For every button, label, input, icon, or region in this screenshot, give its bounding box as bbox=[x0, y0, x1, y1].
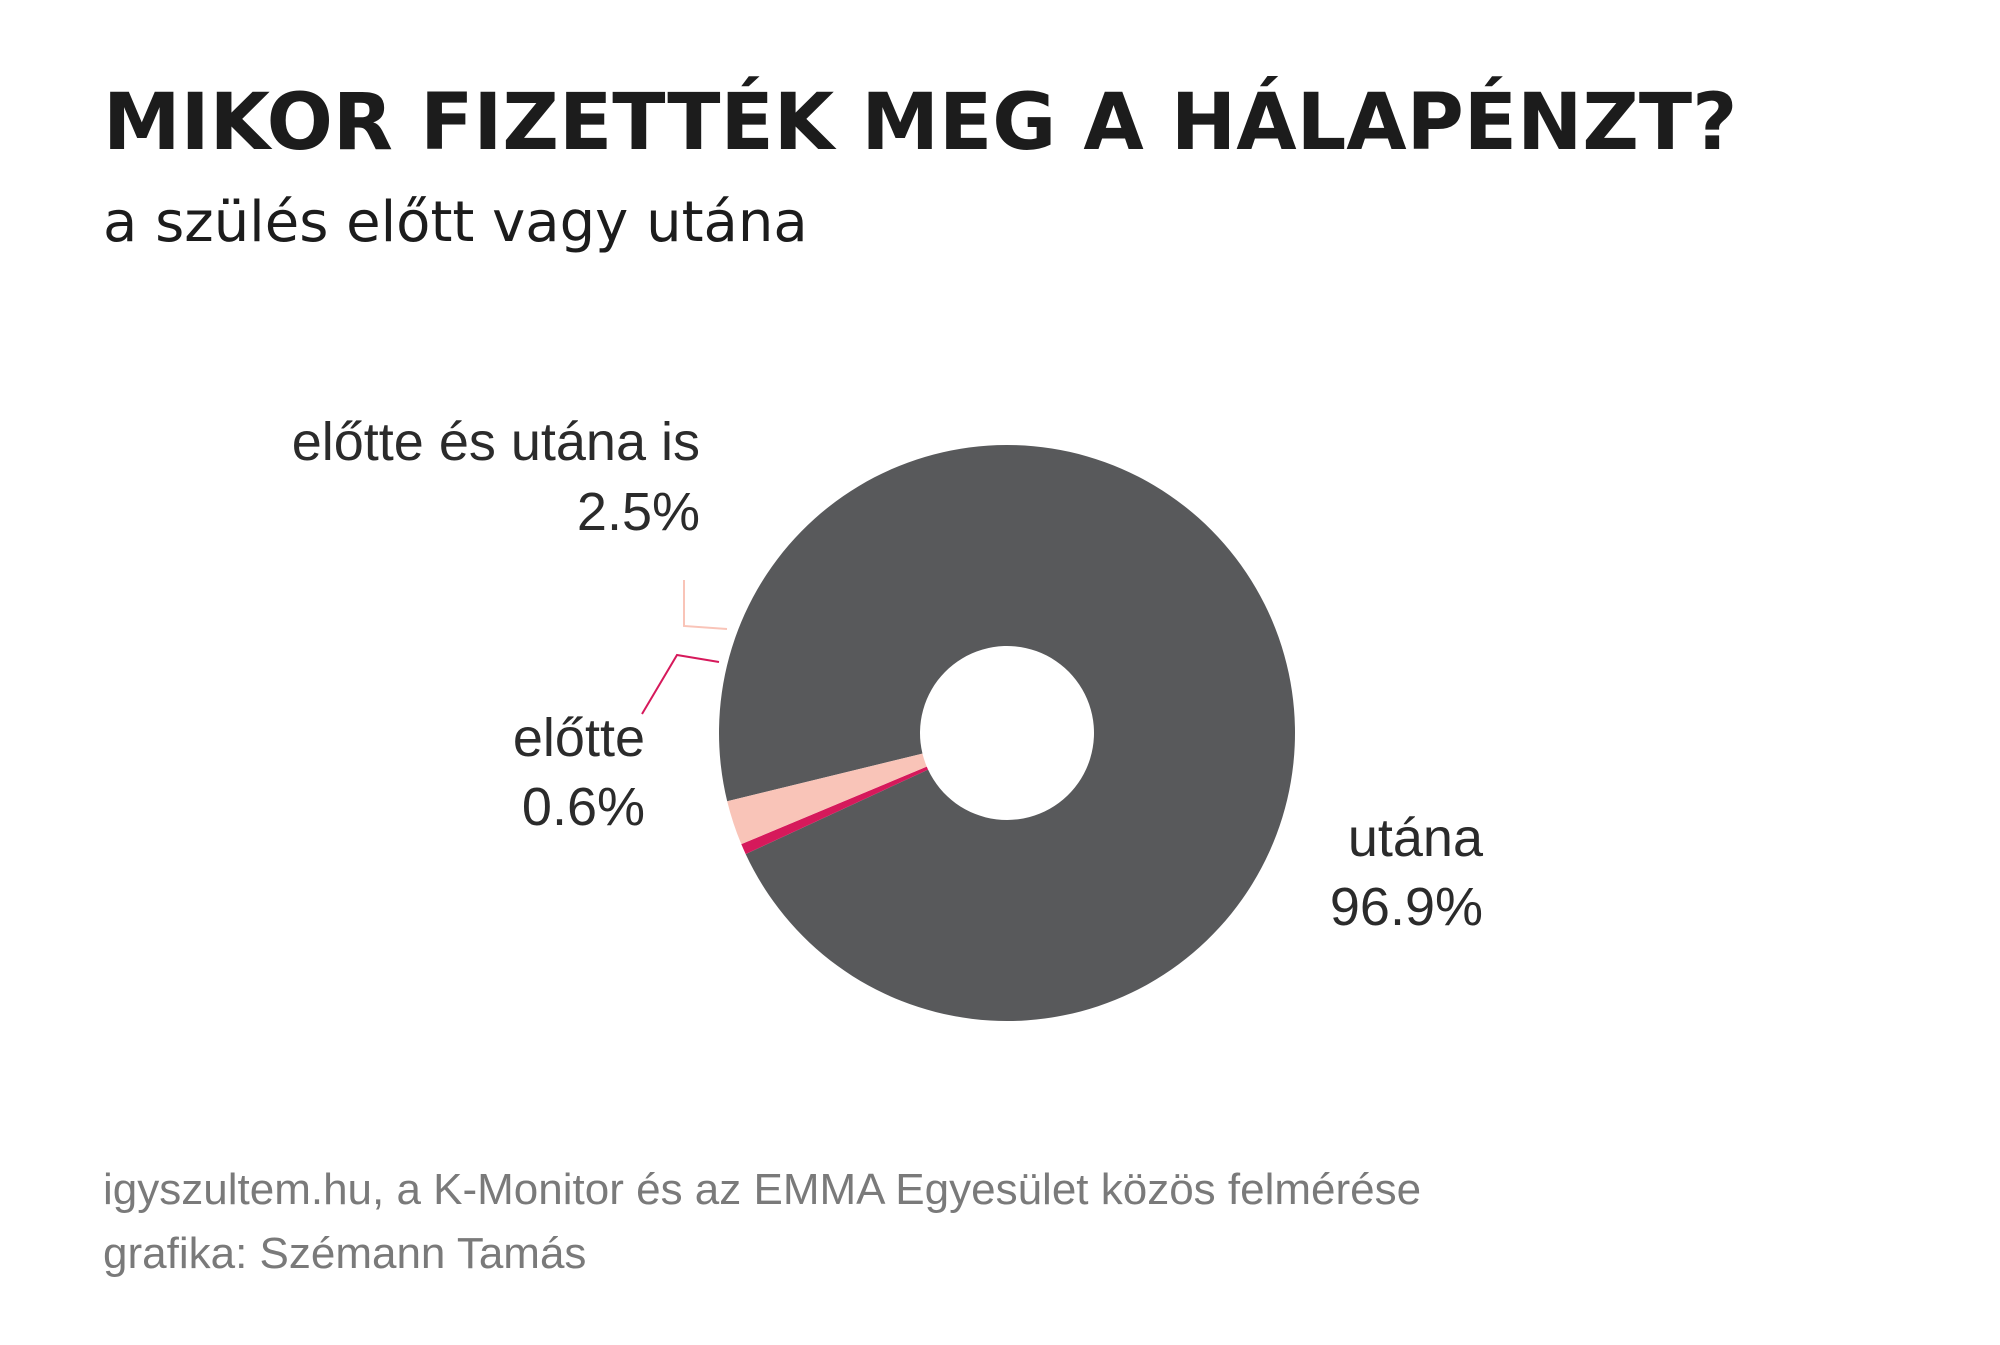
slice-labels: utána 96.9% előtte 0.6% előtte és utána is 2.… bbox=[292, 412, 1484, 937]
slice-label-name: előtte bbox=[513, 708, 645, 768]
chart-title: MIKOR FIZETTÉK MEG A HÁLAPÉNZT? bbox=[103, 78, 1738, 168]
source-note: igyszultem.hu, a K-Monitor és az EMMA Eg… bbox=[103, 1165, 1422, 1214]
leader-lines bbox=[641, 580, 728, 715]
donut-slices bbox=[719, 444, 1295, 1021]
slice-label-value: 96.9% bbox=[1330, 877, 1483, 937]
slice-label-name: előtte és utána is bbox=[292, 412, 700, 472]
slice-előtte bbox=[741, 766, 929, 855]
chart-subtitle: a szülés előtt vagy utána bbox=[103, 190, 808, 255]
leader-line-előtte bbox=[641, 653, 720, 715]
footer: igyszultem.hu, a K-Monitor és az EMMA Eg… bbox=[103, 1158, 1421, 1286]
slice-utána bbox=[719, 444, 1295, 1021]
slice-előtte-és-utána-is bbox=[727, 753, 927, 845]
credit-note: grafika: Szémann Tamás bbox=[103, 1229, 587, 1278]
slice-label-value: 2.5% bbox=[577, 482, 700, 542]
slice-label-name: utána bbox=[1348, 808, 1484, 868]
leader-line-előtte-és-utána-is bbox=[683, 580, 728, 630]
slice-label-value: 0.6% bbox=[522, 777, 645, 837]
